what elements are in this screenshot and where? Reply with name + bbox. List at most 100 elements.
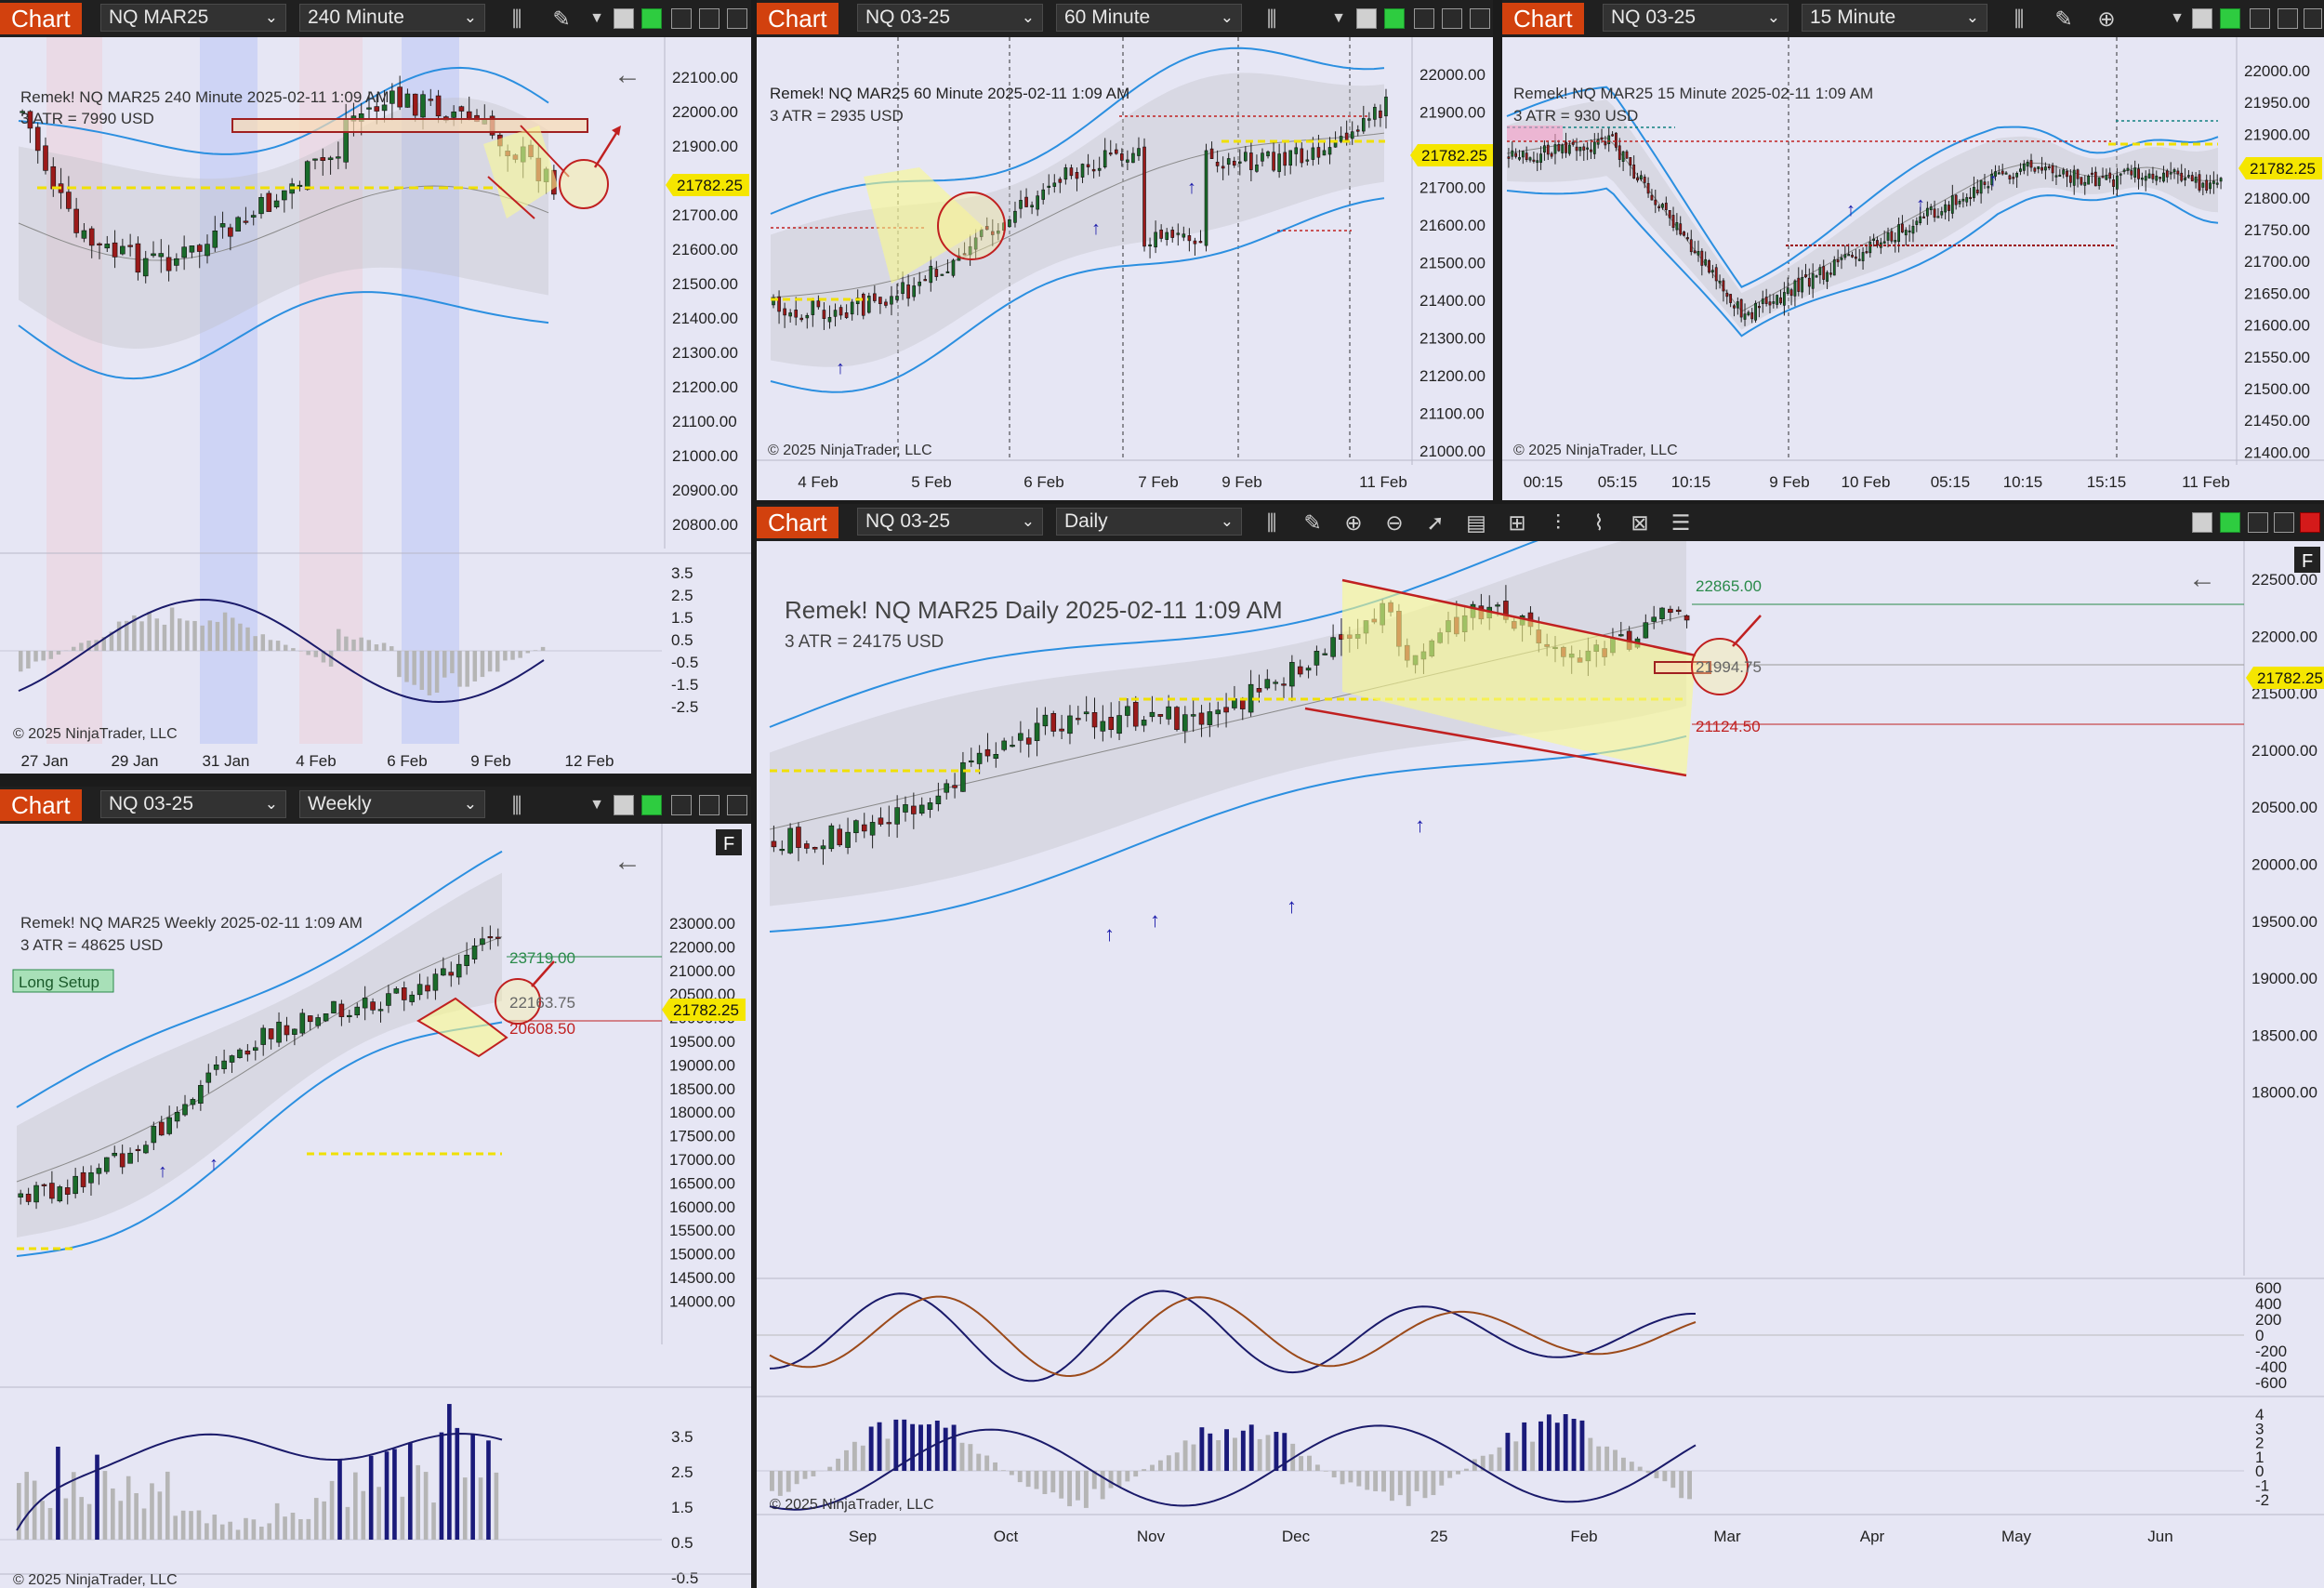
candle [1125, 706, 1130, 716]
properties-icon[interactable]: ⊞ [1508, 510, 1526, 535]
drawing-tool-icon[interactable]: ✎ [1303, 510, 1322, 535]
bar-style-icon[interactable]: ⫼ [1266, 510, 1277, 535]
link-color-button[interactable] [614, 795, 634, 815]
histogram-bar [359, 637, 363, 651]
histogram-bar [1488, 1454, 1494, 1471]
bar-style-icon[interactable]: ⫼ [511, 7, 522, 31]
interval-selector[interactable]: 60 Minute ⌄ [1056, 4, 1242, 32]
chart-tab[interactable]: Chart [1502, 3, 1584, 34]
strategies-icon[interactable]: ⌇ [1593, 510, 1604, 535]
minimize-button[interactable] [2250, 8, 2270, 29]
price-axis-label: 21600.00 [2244, 317, 2310, 335]
close-button[interactable] [2300, 512, 2320, 533]
zoom-out-icon[interactable]: ⊖ [1385, 510, 1404, 535]
f-button-label: F [723, 834, 734, 854]
link-color-button[interactable] [2192, 512, 2212, 533]
chart-tab[interactable]: Chart [0, 789, 82, 821]
link-green-button[interactable] [2220, 8, 2240, 29]
link-green-button[interactable] [1384, 8, 1405, 29]
chart-panel[interactable]: 23000.0022000.0021000.0020500.0020000.00… [0, 824, 751, 1588]
histogram-bar [219, 1524, 225, 1540]
instrument-selector[interactable]: NQ 03-25 ⌄ [100, 790, 286, 818]
list-icon[interactable]: ☰ [1670, 510, 1691, 535]
interval-selector[interactable]: 240 Minute ⌄ [299, 4, 485, 32]
candle [235, 217, 241, 232]
chevron-down-icon[interactable]: ▼ [589, 10, 604, 26]
link-color-button[interactable] [2192, 8, 2212, 29]
candle [1611, 134, 1614, 137]
chart-panel[interactable]: 22500.00 22000.00 21500.00 21000.00 20500.00… [757, 541, 2324, 1588]
oscillator-axis-label: -400 [2255, 1358, 2287, 1376]
minimize-button[interactable] [1414, 8, 1434, 29]
interval-selector[interactable]: 15 Minute ⌄ [1802, 4, 1987, 32]
candle [268, 1028, 274, 1039]
indicators-icon[interactable]: ⫶ [1555, 510, 1561, 535]
chart-canvas[interactable]: 23000.0022000.0021000.0020500.0020000.00… [0, 824, 751, 1588]
restore-button[interactable] [727, 795, 747, 815]
interval-selector[interactable]: Weekly ⌄ [299, 790, 485, 818]
drawing-tool-icon[interactable]: ✎ [552, 7, 571, 31]
chart-canvas[interactable]: 22000.0021900.0021800.0021700.0021600.00… [757, 37, 1493, 500]
chart-tab[interactable]: Chart [757, 3, 838, 34]
zoom-in-icon[interactable]: ⊕ [1344, 510, 1363, 535]
instrument-selector[interactable]: NQ 03-25 ⌄ [857, 4, 1043, 32]
restore-button[interactable] [2304, 8, 2322, 29]
minimize-button[interactable] [671, 795, 692, 815]
candle [420, 94, 426, 118]
templates-icon[interactable]: ⊠ [1631, 510, 1649, 535]
instrument-selector[interactable]: NQ 03-25 ⌄ [857, 508, 1043, 536]
chart-canvas[interactable]: 22000.0021950.0021900.0021850.0021800.00… [1502, 37, 2324, 500]
minimize-button[interactable] [2248, 512, 2268, 533]
maximize-button[interactable] [1442, 8, 1462, 29]
histogram-bar [976, 1453, 982, 1471]
candle [1025, 737, 1032, 745]
bar-style-icon[interactable]: ⫼ [511, 793, 522, 817]
interval-value: 240 Minute [308, 7, 404, 28]
chevron-down-icon[interactable]: ▼ [589, 797, 604, 813]
chart-panel[interactable]: 22100.0022000.0021900.0021800.0021700.00… [0, 37, 751, 774]
maximize-button[interactable] [2278, 8, 2298, 29]
candle [2022, 163, 2026, 171]
maximize-button[interactable] [2274, 512, 2294, 533]
link-green-button[interactable] [641, 795, 662, 815]
link-color-button[interactable] [1356, 8, 1377, 29]
bar-style-icon[interactable]: ⫼ [2014, 7, 2025, 31]
buy-signal-arrow: ↑ [1104, 922, 1115, 946]
restore-button[interactable] [1470, 8, 1490, 29]
histogram-bar [1670, 1471, 1676, 1489]
chevron-down-icon[interactable]: ▼ [2170, 10, 2185, 26]
chart-tab[interactable]: Chart [757, 507, 838, 538]
pointer-icon[interactable]: ➚ [1426, 510, 1445, 535]
candle [304, 161, 310, 191]
maximize-button[interactable] [699, 8, 720, 29]
link-color-button[interactable] [614, 8, 634, 29]
interval-selector[interactable]: Daily ⌄ [1056, 508, 1242, 536]
drawing-tool-icon[interactable]: ✎ [2054, 7, 2073, 31]
instrument-selector[interactable]: NQ 03-25 ⌄ [1603, 4, 1789, 32]
chart-panel[interactable]: 22000.0021950.0021900.0021850.0021800.00… [1502, 37, 2324, 500]
restore-button[interactable] [727, 8, 747, 29]
zoom-in-icon[interactable]: ⊕ [2097, 7, 2116, 31]
link-green-button[interactable] [2220, 512, 2240, 533]
histogram-bar [1365, 1471, 1370, 1490]
chart-tab[interactable]: Chart [0, 3, 82, 34]
candle [1120, 153, 1124, 161]
instrument-selector[interactable]: NQ MAR25 ⌄ [100, 4, 286, 32]
signal-line [16, 1432, 503, 1531]
histogram-bar [1331, 1471, 1337, 1478]
minimize-button[interactable] [671, 8, 692, 29]
candle [151, 1126, 157, 1144]
chart-canvas[interactable]: 22100.0022000.0021900.0021800.0021700.00… [0, 37, 751, 774]
chart-canvas[interactable]: 22500.00 22000.00 21500.00 21000.00 20500.00… [757, 541, 2324, 1588]
candle [1675, 222, 1679, 231]
chevron-down-icon: ⌄ [1021, 8, 1035, 26]
data-box-icon[interactable]: ▤ [1466, 510, 1486, 535]
chart-panel[interactable]: 22000.0021900.0021800.0021700.0021600.00… [757, 37, 1493, 500]
chevron-down-icon[interactable]: ▼ [1331, 10, 1346, 26]
candle [844, 312, 849, 318]
maximize-button[interactable] [699, 795, 720, 815]
link-green-button[interactable] [641, 8, 662, 29]
signal-line [18, 598, 545, 704]
bar-style-icon[interactable]: ⫼ [1266, 7, 1277, 31]
histogram-bar [777, 1471, 783, 1496]
